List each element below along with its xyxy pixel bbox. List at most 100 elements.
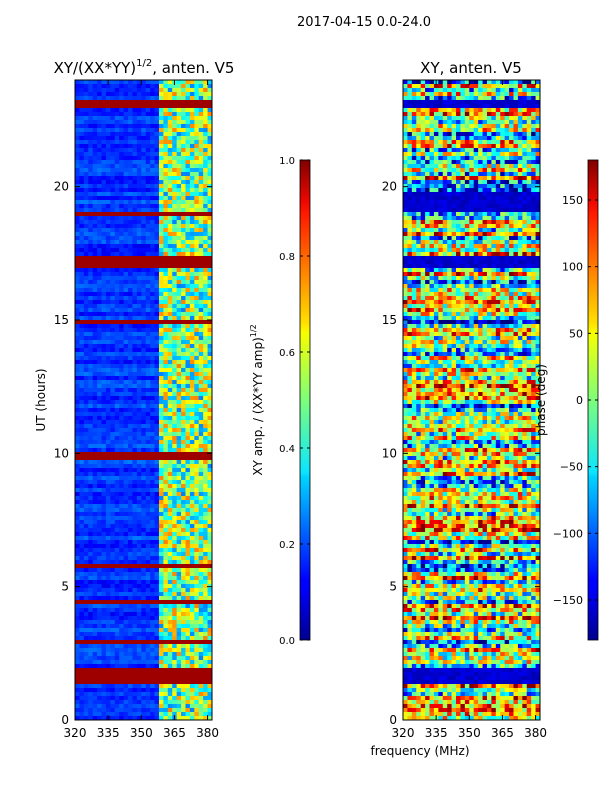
heatmap-cell [141, 660, 147, 665]
heatmap-cell [194, 424, 200, 429]
heatmap-cell [154, 212, 160, 217]
heatmap-cell [79, 456, 85, 461]
heatmap-cell [97, 684, 102, 689]
heatmap-cell [194, 516, 200, 521]
amplitude-title-exponent: 1/2 [136, 58, 152, 69]
heatmap-cell [128, 176, 133, 181]
heatmap-cell [123, 536, 129, 541]
heatmap-cell [163, 356, 169, 361]
heatmap-cell [119, 208, 125, 213]
heatmap-cell [203, 392, 208, 397]
heatmap-cell [194, 684, 200, 689]
heatmap-cell [172, 124, 178, 129]
heatmap-cell [123, 468, 129, 473]
heatmap-cell [189, 664, 195, 669]
heatmap-cell [154, 648, 160, 653]
heatmap-cell [110, 564, 116, 569]
heatmap-cell [203, 360, 208, 365]
heatmap-cell [92, 608, 98, 613]
heatmap-cell [119, 112, 125, 117]
heatmap-cell [158, 692, 164, 697]
heatmap-cell [141, 508, 147, 513]
heatmap-cell [181, 468, 186, 473]
heatmap-cell [185, 472, 191, 477]
heatmap-cell [145, 336, 151, 341]
heatmap-cell [128, 492, 133, 497]
heatmap-cell [194, 376, 200, 381]
heatmap-cell [150, 692, 155, 697]
heatmap-cell [154, 464, 160, 469]
heatmap-cell [207, 152, 212, 157]
heatmap-cell [141, 108, 147, 113]
heatmap-cell [97, 368, 102, 373]
heatmap-cell [123, 436, 129, 441]
heatmap-cell [203, 144, 208, 149]
heatmap-cell [154, 528, 160, 533]
heatmap-cell [110, 436, 116, 441]
heatmap-cell [176, 208, 182, 213]
heatmap-cell [158, 664, 164, 669]
heatmap-cell [79, 440, 85, 445]
heatmap-cell [185, 596, 191, 601]
heatmap-cell [132, 524, 138, 529]
heatmap-cell [141, 308, 147, 313]
heatmap-cell [194, 84, 200, 89]
heatmap-cell [101, 232, 107, 237]
heatmap-cell [194, 488, 200, 493]
heatmap-cell [185, 392, 191, 397]
heatmap-cell [158, 424, 164, 429]
heatmap-cell [198, 360, 204, 365]
heatmap-cell [163, 464, 169, 469]
heatmap-cell [154, 156, 160, 161]
heatmap-cell [207, 260, 212, 265]
heatmap-cell [97, 392, 102, 397]
heatmap-cell [79, 208, 85, 213]
heatmap-cell [176, 372, 182, 377]
heatmap-cell [141, 348, 147, 353]
heatmap-cell [176, 584, 182, 589]
heatmap-cell [114, 440, 120, 445]
heatmap-cell [203, 132, 208, 137]
heatmap-cell [207, 200, 212, 205]
heatmap-cell [128, 684, 133, 689]
heatmap-cell [114, 636, 120, 641]
heatmap-cell [92, 588, 98, 593]
heatmap-cell [110, 504, 116, 509]
heatmap-cell [110, 552, 116, 557]
heatmap-cell [167, 596, 173, 601]
heatmap-cell [172, 332, 178, 337]
heatmap-cell [136, 236, 142, 241]
heatmap-cell [176, 364, 182, 369]
heatmap-cell [154, 420, 160, 425]
heatmap-cell [132, 340, 138, 345]
heatmap-cell [75, 456, 80, 461]
heatmap-cell [141, 304, 147, 309]
heatmap-cell [132, 604, 138, 609]
heatmap-cell [92, 136, 98, 141]
heatmap-cell [101, 424, 107, 429]
heatmap-cell [150, 344, 155, 349]
heatmap-cell [198, 340, 204, 345]
heatmap-cell [145, 604, 151, 609]
heatmap-cell [167, 192, 173, 197]
heatmap-cell [75, 148, 80, 153]
heatmap-cell [172, 664, 178, 669]
heatmap-cell [128, 372, 133, 377]
heatmap-cell [185, 368, 191, 373]
heatmap-cell [154, 180, 160, 185]
heatmap-cell [203, 664, 208, 669]
heatmap-cell [203, 160, 208, 165]
heatmap-cell [114, 464, 120, 469]
heatmap-cell [75, 600, 80, 605]
heatmap-cell [176, 204, 182, 209]
heatmap-cell [176, 612, 182, 617]
heatmap-cell [189, 700, 195, 705]
heatmap-cell [154, 508, 160, 513]
heatmap-cell [145, 520, 151, 525]
heatmap-cell [181, 556, 186, 561]
heatmap-cell [114, 512, 120, 517]
heatmap-cell [185, 216, 191, 221]
heatmap-cell [158, 440, 164, 445]
heatmap-cell [79, 80, 85, 85]
heatmap-cell [203, 460, 208, 465]
